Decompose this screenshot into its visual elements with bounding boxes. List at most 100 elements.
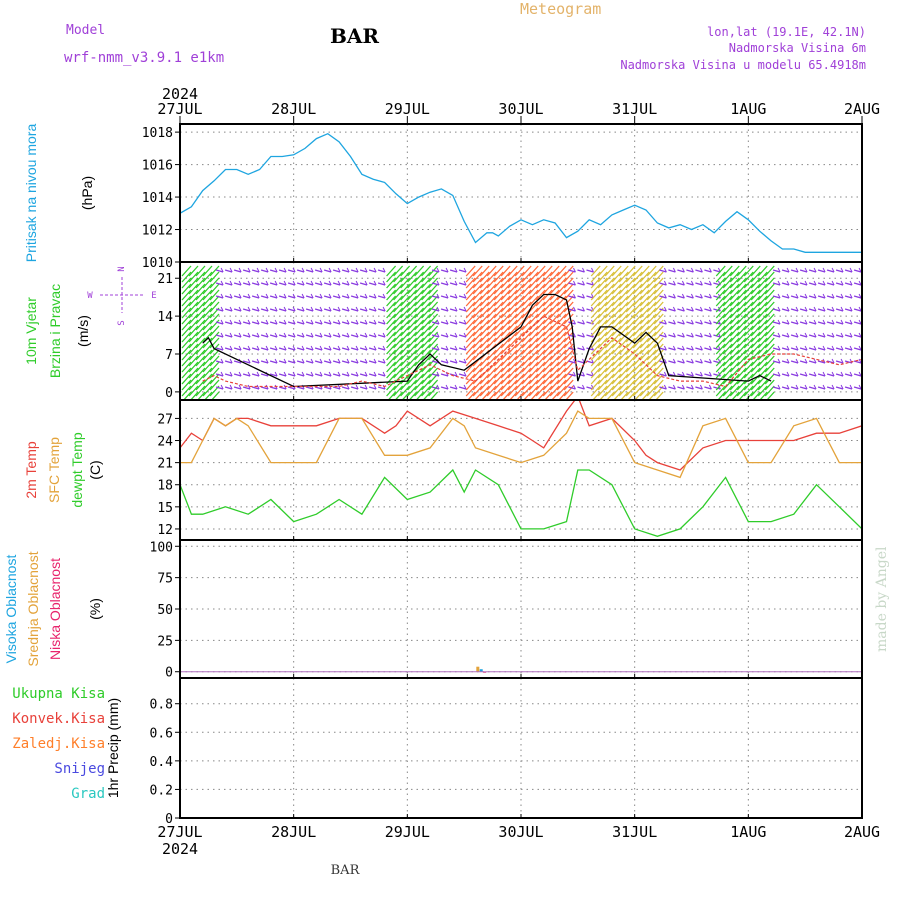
wind-barb — [209, 349, 220, 361]
wind-barb — [188, 331, 199, 343]
wind-barb — [314, 373, 323, 377]
wind-barb — [493, 379, 504, 391]
wind-barb — [189, 391, 199, 400]
wind-barb — [493, 361, 504, 373]
wind-barb-tick — [346, 319, 350, 325]
wind-barb — [428, 289, 439, 301]
wind-barb-tick — [292, 280, 296, 286]
wind-barb — [421, 307, 432, 319]
wind-barb — [577, 308, 585, 312]
wind-barb — [563, 337, 574, 349]
wind-barb — [549, 325, 560, 337]
wind-barb — [400, 367, 411, 379]
wind-barb-tick — [582, 280, 585, 286]
wind-barb-tick — [328, 358, 332, 364]
wind-barb — [826, 282, 835, 286]
wind-barb — [632, 361, 643, 373]
wind-barb — [407, 349, 418, 361]
wind-barb — [618, 283, 629, 295]
wind-barb — [181, 325, 192, 337]
wind-barb — [407, 301, 418, 313]
wind-barb — [757, 307, 768, 319]
wind-barb — [611, 301, 622, 313]
wind-barb-tick — [436, 293, 440, 299]
wind-barb — [407, 271, 418, 283]
wind-barb — [523, 391, 532, 400]
wind-barb — [493, 373, 504, 385]
wind-barb-tick — [849, 345, 853, 351]
wind-barb — [599, 391, 608, 400]
wind-barb — [414, 289, 425, 301]
y-tick-label: 24 — [157, 435, 173, 450]
wind-barb — [535, 331, 546, 343]
wind-barb-tick — [463, 280, 467, 286]
wind-barb-tick — [582, 345, 585, 351]
wind-barb — [729, 301, 740, 313]
wind-barb — [715, 271, 726, 283]
wind-barb-tick — [301, 267, 305, 273]
precip-frame — [179, 677, 863, 819]
wind-barb — [606, 391, 615, 400]
wind-barb-tick — [672, 384, 676, 390]
wind-barb — [209, 331, 220, 343]
wind-barb — [507, 289, 518, 301]
wind-barb-tick — [382, 384, 386, 390]
wind-barb-tick — [382, 306, 386, 312]
wind-barb — [332, 308, 341, 312]
wind-barb — [590, 271, 601, 283]
wind-barb-tick — [301, 280, 305, 286]
wind-barb — [764, 355, 775, 367]
wind-barb-tick — [831, 306, 835, 312]
wind-barb — [611, 349, 622, 361]
wind-barb — [368, 373, 377, 377]
wind-barb — [359, 295, 368, 299]
wind-barb — [542, 361, 553, 373]
wind-barb-tick — [786, 293, 790, 299]
wind-barb-tick — [229, 306, 233, 312]
wind-barb — [659, 360, 667, 364]
wind-barb — [195, 289, 206, 301]
wind-barb — [549, 361, 560, 373]
wind-barb — [472, 349, 483, 361]
wind-barb — [251, 282, 260, 286]
wind-barb — [750, 295, 761, 307]
wind-barb-tick — [804, 371, 808, 377]
x-tick-label-bottom: 29JUL — [385, 823, 430, 841]
wind-barb — [486, 325, 497, 337]
wind-barb — [181, 307, 192, 319]
wind-barb — [597, 331, 608, 343]
wind-barb — [393, 343, 404, 355]
wind-barb — [604, 289, 615, 301]
wind-barb — [472, 319, 483, 331]
wind-barb — [514, 265, 525, 277]
wind-barb — [537, 391, 546, 400]
wind-barb — [549, 319, 560, 331]
wind-barb — [332, 373, 341, 377]
wind-barb — [659, 295, 667, 299]
wind-barb — [407, 289, 418, 301]
wind-barb — [181, 361, 192, 373]
wind-barb — [632, 367, 643, 379]
wind-barb-tick — [591, 267, 594, 273]
wind-barb-tick — [310, 319, 314, 325]
wind-barb — [653, 349, 664, 361]
wind-barb — [195, 265, 206, 277]
wind-barb-tick — [301, 319, 305, 325]
wind-barb — [493, 277, 504, 289]
wind-barb-tick — [786, 306, 790, 312]
wind-barb — [332, 269, 341, 273]
wind-barb — [233, 334, 242, 338]
wind-barb — [757, 331, 768, 343]
wind-barb — [750, 307, 761, 319]
wind-barb — [808, 282, 817, 286]
wind-barb — [521, 331, 532, 343]
wind-barb — [242, 321, 251, 325]
wind-barb — [677, 321, 685, 325]
wind-barb — [400, 331, 411, 343]
wind-barb — [188, 319, 199, 331]
wind-barb — [750, 355, 761, 367]
wind-barb — [251, 269, 260, 273]
wind-barb-tick — [247, 267, 251, 273]
wind-barb — [764, 361, 775, 373]
wind-barb-tick — [436, 332, 440, 338]
